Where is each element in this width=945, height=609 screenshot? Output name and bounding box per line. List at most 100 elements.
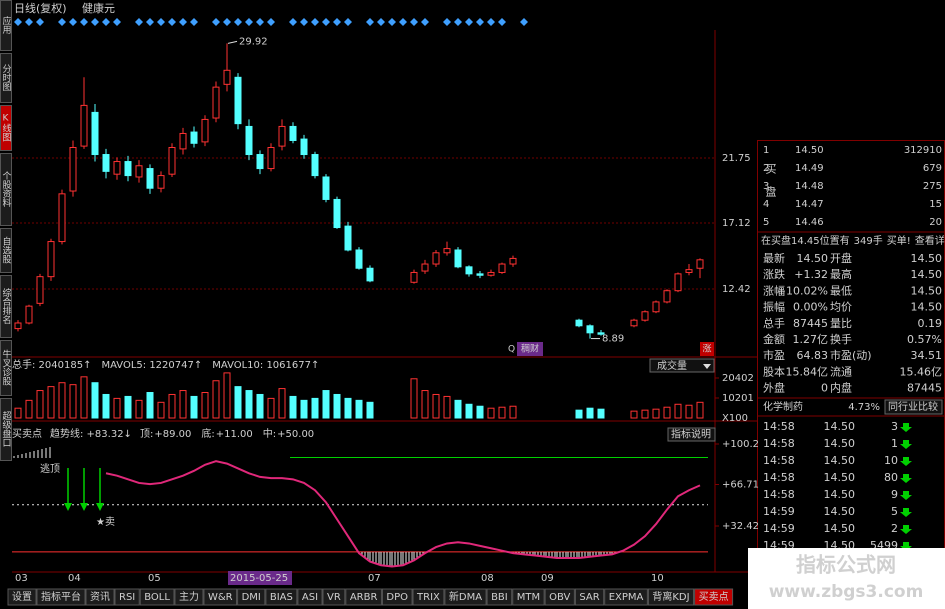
- bottom-tab[interactable]: [694, 588, 734, 606]
- side-tab-label[interactable]: 分时图: [1, 64, 12, 92]
- bottom-tab-label[interactable]: TRIX: [416, 592, 440, 603]
- info-marker[interactable]: [25, 18, 33, 26]
- info-marker[interactable]: [311, 18, 319, 26]
- bottom-tab[interactable]: [237, 588, 266, 606]
- info-marker[interactable]: [135, 18, 143, 26]
- bottom-tab[interactable]: [36, 588, 86, 606]
- bottom-tab-label[interactable]: BIAS: [270, 592, 293, 603]
- industry-button-label[interactable]: 同行业比较: [888, 400, 938, 413]
- info-marker[interactable]: [102, 18, 110, 26]
- bottom-tab-label[interactable]: OBV: [549, 592, 570, 603]
- info-marker[interactable]: [256, 18, 264, 26]
- bottom-tab-label[interactable]: VR: [327, 592, 341, 603]
- info-marker[interactable]: [245, 18, 253, 26]
- info-marker[interactable]: [69, 18, 77, 26]
- bottom-tab[interactable]: [265, 588, 298, 606]
- info-marker[interactable]: [36, 18, 44, 26]
- bottom-tab[interactable]: [85, 588, 115, 606]
- side-tab-label[interactable]: 牛叉诊股: [1, 348, 12, 386]
- side-tab[interactable]: [0, 0, 12, 51]
- info-marker[interactable]: [190, 18, 198, 26]
- info-marker[interactable]: [443, 18, 451, 26]
- bottom-tab-label[interactable]: 设置: [12, 591, 32, 603]
- bottom-tab[interactable]: [203, 588, 238, 606]
- side-tab[interactable]: [0, 275, 12, 338]
- info-marker[interactable]: [388, 18, 396, 26]
- side-tab-label[interactable]: 个股资料: [1, 171, 12, 208]
- bottom-tab[interactable]: [486, 588, 513, 606]
- bottom-tab-label[interactable]: W&R: [208, 592, 233, 603]
- info-marker[interactable]: [465, 18, 473, 26]
- info-marker[interactable]: [520, 18, 528, 26]
- bottom-tab-label[interactable]: 主力: [179, 590, 199, 603]
- bottom-tab-label[interactable]: MTM: [517, 592, 540, 603]
- bottom-tab-label[interactable]: ASI: [302, 592, 318, 603]
- side-tab-label[interactable]: 超级盘口: [1, 410, 12, 447]
- side-tab[interactable]: [0, 53, 12, 103]
- indicator-help-label[interactable]: 指标说明: [671, 428, 711, 441]
- info-marker[interactable]: [267, 18, 275, 26]
- bottom-tab-label[interactable]: DMI: [242, 592, 261, 603]
- bottom-tab-label[interactable]: BBI: [491, 592, 508, 603]
- bottom-tab[interactable]: [604, 588, 648, 606]
- bottom-tab[interactable]: [574, 588, 605, 606]
- indicator-help-button[interactable]: [667, 427, 716, 442]
- info-marker[interactable]: [366, 18, 374, 26]
- side-tab-label[interactable]: 自选股: [1, 235, 12, 264]
- bottom-tab-label[interactable]: EXPMA: [609, 592, 644, 603]
- info-marker[interactable]: [234, 18, 242, 26]
- bottom-tab[interactable]: [139, 588, 175, 606]
- bottom-tab-label[interactable]: 背离KDJ: [652, 590, 689, 603]
- bottom-tab-label[interactable]: SAR: [579, 592, 599, 603]
- side-tab[interactable]: [0, 340, 12, 396]
- info-marker[interactable]: [58, 18, 66, 26]
- bottom-tab-label[interactable]: ARBR: [350, 592, 378, 603]
- bottom-tab-label[interactable]: RSI: [119, 592, 135, 603]
- info-marker[interactable]: [289, 18, 297, 26]
- info-marker[interactable]: [333, 18, 341, 26]
- info-marker[interactable]: [168, 18, 176, 26]
- info-marker[interactable]: [223, 18, 231, 26]
- dropdown-arrow[interactable]: [703, 364, 711, 369]
- bottom-tab-label[interactable]: 资讯: [90, 591, 110, 603]
- bottom-tab[interactable]: [345, 588, 382, 606]
- side-tab-label[interactable]: 综合排名: [1, 287, 12, 325]
- bottom-tab[interactable]: [381, 588, 413, 606]
- industry-button[interactable]: [884, 399, 943, 415]
- bottom-tab[interactable]: [7, 588, 37, 606]
- side-tab[interactable]: [0, 153, 12, 226]
- info-marker[interactable]: [399, 18, 407, 26]
- bottom-tab[interactable]: [174, 588, 204, 606]
- info-marker[interactable]: [14, 18, 22, 26]
- indicator-selector-label[interactable]: 成交量: [657, 359, 687, 372]
- side-tab[interactable]: [0, 398, 12, 461]
- bottom-tab[interactable]: [412, 588, 445, 606]
- info-marker[interactable]: [454, 18, 462, 26]
- info-marker[interactable]: [377, 18, 385, 26]
- info-marker[interactable]: [487, 18, 495, 26]
- bottom-tab-label[interactable]: BOLL: [144, 592, 170, 603]
- bottom-tab[interactable]: [297, 588, 323, 606]
- side-tab-label[interactable]: 应用: [1, 15, 12, 35]
- bottom-tab-label[interactable]: 买卖点: [699, 591, 729, 603]
- bottom-tab[interactable]: [114, 588, 140, 606]
- bottom-tab-label[interactable]: 指标平台: [41, 590, 81, 603]
- info-marker[interactable]: [322, 18, 330, 26]
- info-marker[interactable]: [344, 18, 352, 26]
- info-marker[interactable]: [146, 18, 154, 26]
- info-marker[interactable]: [498, 18, 506, 26]
- info-marker[interactable]: [113, 18, 121, 26]
- info-marker[interactable]: [410, 18, 418, 26]
- info-marker[interactable]: [80, 18, 88, 26]
- side-tab[interactable]: [0, 105, 12, 151]
- info-marker[interactable]: [157, 18, 165, 26]
- info-marker[interactable]: [212, 18, 220, 26]
- indicator-selector[interactable]: [649, 358, 715, 373]
- info-marker[interactable]: [300, 18, 308, 26]
- bottom-tab-label[interactable]: 新DMA: [449, 590, 482, 603]
- bottom-tab[interactable]: [322, 588, 346, 606]
- info-marker[interactable]: [179, 18, 187, 26]
- bottom-tab[interactable]: [512, 588, 545, 606]
- bottom-tab[interactable]: [647, 588, 695, 606]
- bottom-tab[interactable]: [444, 588, 487, 606]
